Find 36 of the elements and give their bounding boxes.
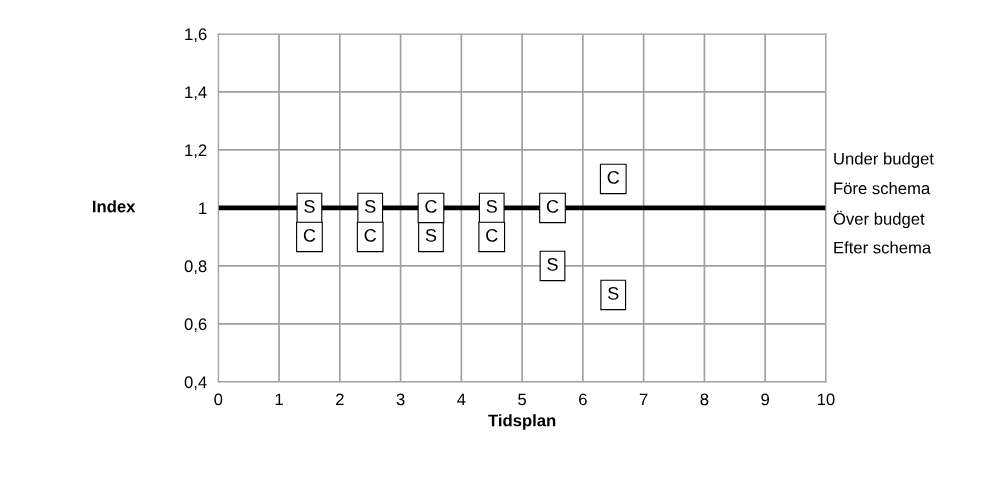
x-tick-label: 0: [214, 393, 223, 406]
data-label: C: [486, 228, 498, 242]
y-tick-label: 0,6: [184, 318, 207, 333]
x-tick-label: 5: [518, 393, 527, 406]
data-label: C: [303, 228, 316, 242]
y-tick-label: 1,4: [185, 86, 207, 101]
y-tick-label: 1: [199, 202, 207, 214]
data-label: S: [304, 199, 315, 213]
y-tick-label: 0,4: [184, 376, 207, 391]
y-tick-label: 1,2: [185, 144, 207, 159]
x-tick-label: 4: [457, 393, 466, 406]
data-label: C: [607, 170, 620, 184]
text: Över budget: [833, 210, 925, 229]
y-tick-label: 1,6: [185, 28, 207, 43]
text: Före schema: [834, 182, 931, 195]
x-tick-label: 3: [396, 393, 405, 406]
data-label: S: [365, 199, 376, 213]
x-tick-label: 6: [579, 393, 587, 406]
x-tick-label: 9: [761, 393, 770, 406]
data-label: S: [608, 286, 619, 300]
data-label: S: [486, 199, 497, 213]
data-label: C: [546, 199, 559, 213]
text: Under budget: [834, 152, 934, 168]
x-tick-label: 1: [275, 393, 283, 406]
x-tick-label: 7: [639, 393, 648, 406]
x-tick-label: 8: [700, 393, 709, 406]
x-tick-label: 2: [336, 393, 344, 406]
data-label: C: [364, 228, 377, 242]
text: Efter schema: [834, 241, 932, 254]
data-label: C: [425, 199, 437, 213]
data-label: S: [425, 228, 437, 242]
x-axis-title: Tidsplan: [488, 414, 556, 430]
y-axis-title: Index: [93, 200, 136, 213]
x-tick-label: 10: [817, 393, 835, 406]
y-tick-label: 0,8: [184, 260, 207, 275]
data-label: S: [547, 257, 558, 271]
